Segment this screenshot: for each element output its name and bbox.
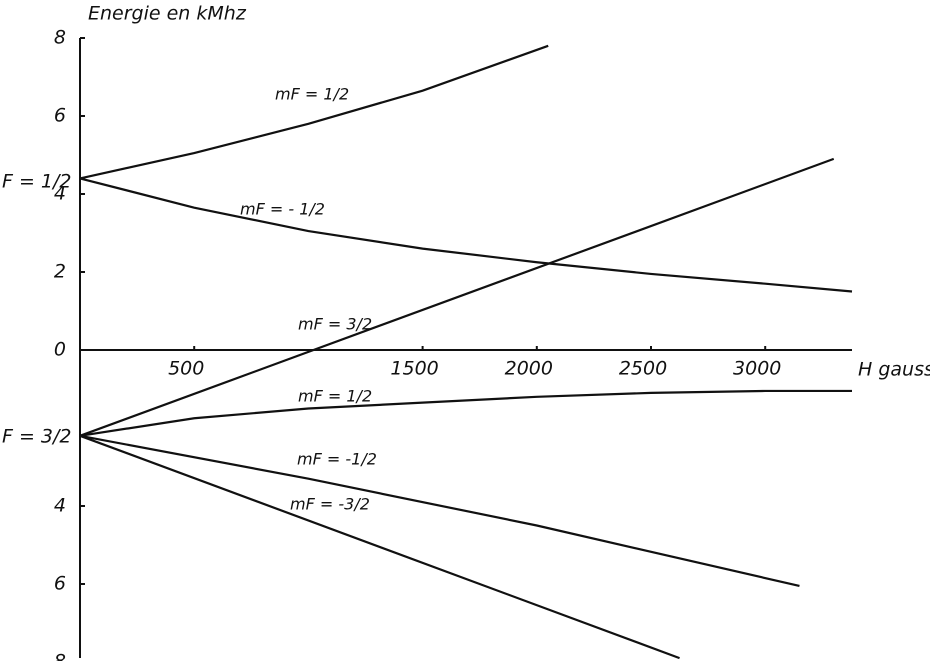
series-line (79, 177, 853, 293)
y-tick-label: 4 (54, 183, 66, 205)
y-tick-label: 4 (54, 495, 66, 517)
x-tick-label: 3000 (733, 358, 781, 380)
series-line (79, 389, 852, 437)
series-line (79, 44, 549, 180)
x-axis-label: H gauss (858, 359, 930, 381)
level-label: F = 3/2 (2, 426, 72, 448)
x-tick-label: 2000 (505, 358, 553, 380)
series-line (79, 434, 680, 660)
level-label: F = 1/2 (2, 171, 72, 193)
series-label: mF = - 1/2 (240, 200, 325, 219)
series-label: mF = 1/2 (275, 85, 349, 104)
y-tick-label: 8 (54, 27, 66, 49)
series-label: mF = 1/2 (298, 387, 372, 406)
series-label: mF = 3/2 (298, 315, 372, 334)
series-label: mF = -1/2 (297, 450, 377, 469)
series-line (79, 434, 800, 588)
y-tick-label: 2 (54, 261, 66, 283)
x-tick-label: 500 (168, 358, 204, 380)
series-line (79, 157, 835, 437)
x-tick-label: 2500 (619, 358, 667, 380)
y-tick-label: 6 (54, 573, 66, 595)
y-axis-label: Energie en kMhz (88, 3, 247, 25)
x-tick-label: 1500 (390, 358, 438, 380)
y-tick-label: 8 (54, 651, 66, 661)
y-tick-label: 0 (54, 339, 66, 361)
y-tick-label: 6 (54, 105, 66, 127)
series-label: mF = -3/2 (290, 495, 370, 514)
